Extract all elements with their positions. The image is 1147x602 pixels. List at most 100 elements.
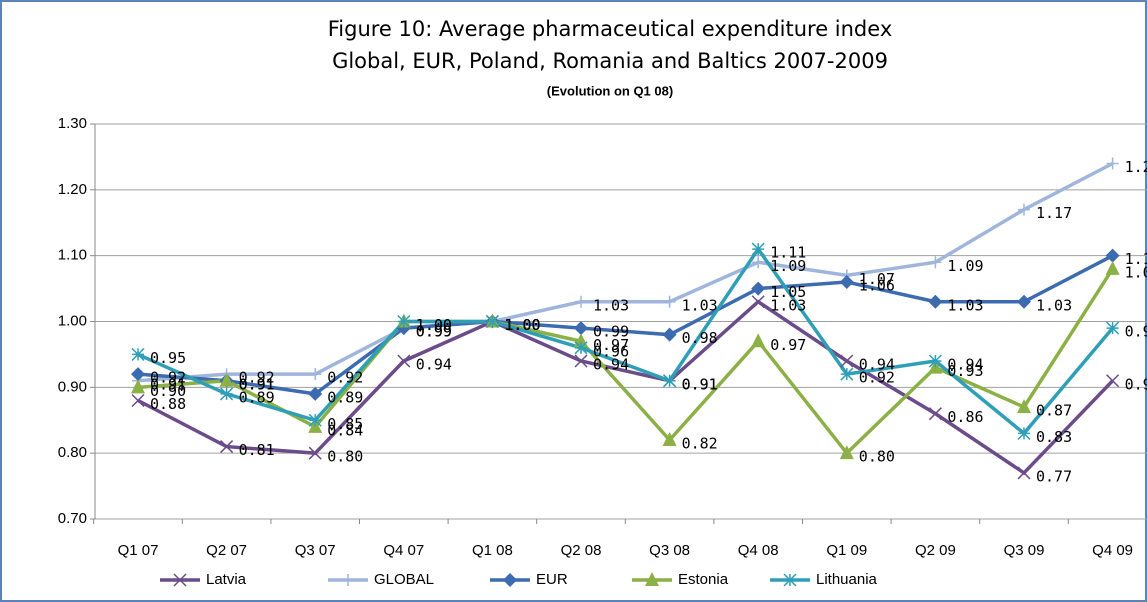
marker-shape: [645, 572, 659, 586]
data-label: 0.86: [947, 408, 983, 426]
data-label: 1.00: [504, 316, 540, 334]
data-label: 1.07: [859, 270, 895, 288]
y-tick-label: 1.20: [58, 181, 87, 198]
marker: [574, 354, 588, 368]
data-label: 0.83: [1036, 428, 1072, 446]
marker-shape: [751, 333, 766, 348]
marker: [1106, 157, 1119, 170]
data-label: 0.95: [150, 349, 186, 367]
series-line: [137, 299, 1114, 476]
data-label: 1.03: [947, 296, 983, 314]
marker: [1018, 203, 1030, 216]
data-label: 1.00: [504, 316, 540, 334]
data-label: 0.80: [859, 448, 895, 466]
data-label: 0.91: [239, 375, 275, 393]
data-label: 0.92: [239, 369, 275, 387]
marker-shape: [173, 573, 187, 587]
marker-shape: [1017, 294, 1031, 309]
data-label: 0.97: [593, 336, 629, 354]
marker-shape: [928, 407, 942, 421]
data-label: 0.94: [859, 356, 895, 374]
data-label: 0.94: [947, 356, 983, 374]
data-label: 0.91: [239, 375, 275, 393]
data-label: 0.90: [150, 382, 186, 400]
marker: [397, 354, 411, 368]
marker-shape: [397, 354, 411, 368]
data-label: 0.94: [416, 356, 452, 374]
x-tick-label: Q2 07: [206, 542, 247, 559]
data-label: 1.00: [416, 316, 452, 334]
marker-shape: [574, 341, 588, 355]
data-label: 1.11: [770, 244, 806, 262]
marker: [308, 413, 322, 427]
data-label: 0.93: [947, 362, 983, 380]
marker-shape: [1017, 426, 1031, 440]
marker-shape: [220, 387, 234, 401]
marker-shape: [662, 327, 677, 342]
data-label: 1.17: [1036, 204, 1072, 222]
marker-shape: [1105, 248, 1120, 263]
marker: [131, 367, 145, 382]
y-tick-label: 0.80: [58, 444, 87, 461]
marker: [173, 573, 187, 587]
marker: [752, 256, 765, 269]
x-tick-label: Q1 08: [472, 542, 513, 559]
x-tick-label: Q1 07: [118, 542, 159, 559]
marker: [1105, 260, 1120, 275]
marker: [751, 242, 765, 256]
marker: [1017, 399, 1031, 414]
marker: [131, 347, 145, 361]
marker-shape: [783, 573, 797, 587]
marker-shape: [1017, 399, 1031, 414]
marker-shape: [751, 295, 765, 309]
marker-shape: [131, 347, 145, 361]
data-label: 0.89: [327, 388, 363, 406]
marker: [575, 295, 587, 308]
marker: [929, 256, 942, 269]
data-label: 0.84: [327, 421, 363, 439]
marker: [928, 294, 943, 309]
legend-label: Estonia: [678, 571, 729, 588]
legend-label: GLOBAL: [374, 571, 434, 588]
marker-shape: [928, 294, 943, 309]
marker-shape: [397, 314, 411, 329]
marker: [1105, 248, 1120, 263]
marker-shape: [309, 368, 322, 381]
data-label: 0.92: [150, 369, 186, 387]
marker-shape: [840, 354, 854, 368]
marker-shape: [662, 432, 677, 446]
data-label: 0.91: [682, 375, 718, 393]
data-label: 0.96: [593, 342, 629, 360]
data-label: 1.09: [770, 257, 806, 275]
marker: [131, 379, 145, 394]
marker: [645, 572, 659, 586]
marker: [308, 386, 323, 401]
marker: [485, 314, 499, 329]
marker: [662, 327, 677, 342]
legend-label: EUR: [536, 571, 568, 588]
data-label: 0.97: [770, 336, 806, 354]
marker: [1106, 321, 1120, 335]
marker: [220, 387, 234, 401]
data-label: 1.06: [859, 277, 895, 295]
y-tick-label: 1.00: [58, 312, 87, 329]
marker: [751, 281, 766, 296]
marker-shape: [308, 413, 322, 427]
data-label: 0.94: [593, 356, 629, 374]
marker: [783, 573, 797, 587]
marker: [131, 393, 145, 408]
marker-shape: [751, 242, 765, 256]
chart-note: (Evolution on Q1 08): [547, 83, 673, 98]
series-line: [137, 161, 1114, 383]
marker: [1017, 426, 1031, 440]
marker: [574, 321, 588, 336]
data-label: 1.24: [1125, 158, 1147, 176]
marker: [663, 374, 677, 388]
chart-title: Figure 10: Average pharmaceutical expend…: [328, 17, 893, 41]
data-label: 1.00: [416, 316, 452, 334]
data-label: 0.92: [859, 369, 895, 387]
marker-shape: [1017, 466, 1031, 480]
data-label: 0.99: [593, 323, 629, 341]
marker-shape: [1106, 374, 1120, 388]
